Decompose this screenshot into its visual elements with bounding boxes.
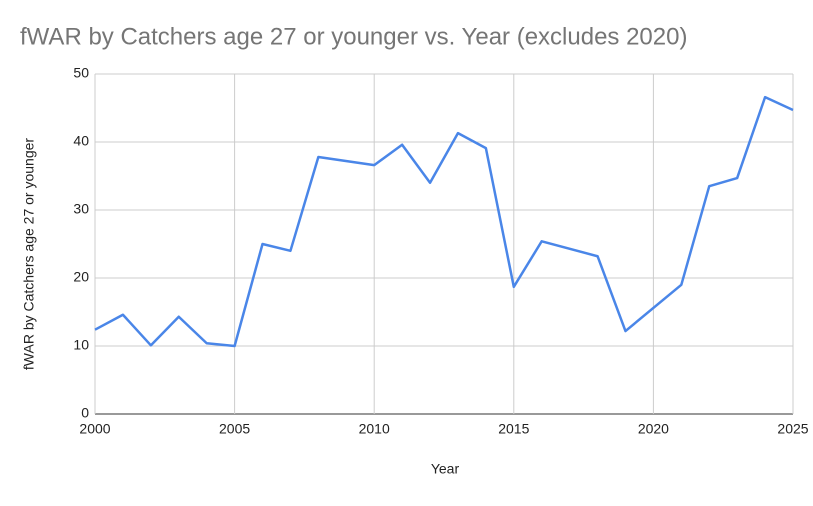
y-tick-label: 30 xyxy=(73,201,89,217)
y-tick-label: 10 xyxy=(73,337,89,353)
x-tick-label: 2025 xyxy=(777,421,808,437)
data-line xyxy=(94,95,794,348)
x-tick-label: 2020 xyxy=(638,421,669,437)
y-axis-label: fWAR by Catchers age 27 or younger xyxy=(21,138,37,370)
y-tick-label: 40 xyxy=(73,133,89,149)
x-tick-label: 2010 xyxy=(359,421,390,437)
y-tick-label: 50 xyxy=(73,65,89,81)
y-tick-label: 0 xyxy=(81,405,89,421)
x-tick-label: 2000 xyxy=(79,421,110,437)
x-axis-label: Year xyxy=(431,461,460,477)
x-tick-label: 2015 xyxy=(498,421,529,437)
y-tick-label: 20 xyxy=(73,269,89,285)
x-tick-label: 2005 xyxy=(219,421,250,437)
chart-title: fWAR by Catchers age 27 or younger vs. Y… xyxy=(20,23,687,50)
